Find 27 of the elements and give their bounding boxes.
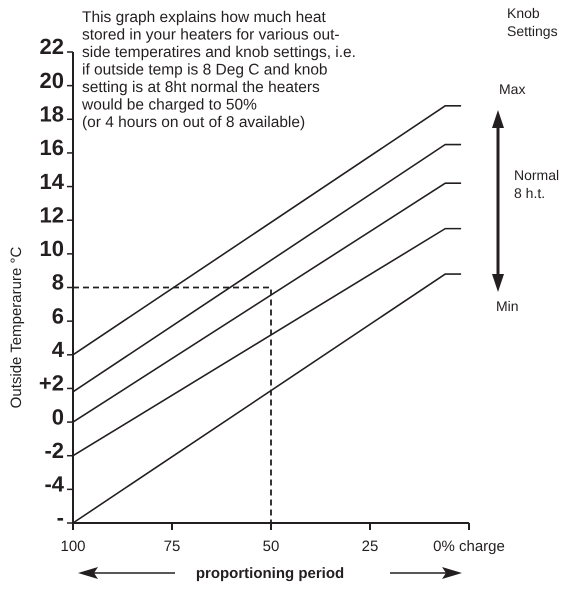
x-tick-label: 100 — [60, 538, 86, 555]
x-tick-label: 50 — [262, 538, 280, 555]
annotation: This graph explains how much heat stored in your heaters for various out- side temperatires and knob settings, i.e. if outside temp is 8 Deg C and knob setting is at 8ht normal the heaters would be charged to 50% (or 4 hours on out of 8 available) — [81, 9, 356, 131]
text: Max — [499, 81, 526, 97]
text: Min — [496, 298, 519, 314]
x-tick-label: 75 — [164, 538, 180, 555]
x-tick-label: 25 — [362, 538, 378, 555]
y-tick-label: 14 — [40, 168, 65, 194]
y-axis-title: Outside Temperarure °C — [8, 246, 25, 408]
y-tick-label: 20 — [40, 68, 64, 93]
y-tick-label: 4 — [52, 336, 65, 362]
y-tick-label: 16 — [40, 135, 64, 160]
y-tick-label: - — [56, 505, 64, 530]
y-tick-label: 12 — [40, 202, 64, 228]
y-tick-label: 18 — [40, 101, 64, 126]
y-tick-label: 8 — [52, 270, 64, 295]
text: Normal 8 h.t. — [514, 167, 560, 201]
x-tick-label: 0% charge — [433, 538, 505, 555]
y-tick-label: -2 — [44, 438, 64, 463]
text: Knob Settings — [507, 5, 558, 39]
y-tick-label: 22 — [40, 34, 64, 60]
y-tick-label: 6 — [52, 303, 64, 328]
x-axis-title: proportioning period — [196, 565, 344, 582]
y-tick-label: -4 — [44, 472, 65, 497]
y-tick-label: 0 — [52, 404, 64, 430]
y-tick-label: 10 — [40, 236, 64, 262]
y-tick-label: +2 — [38, 370, 64, 396]
